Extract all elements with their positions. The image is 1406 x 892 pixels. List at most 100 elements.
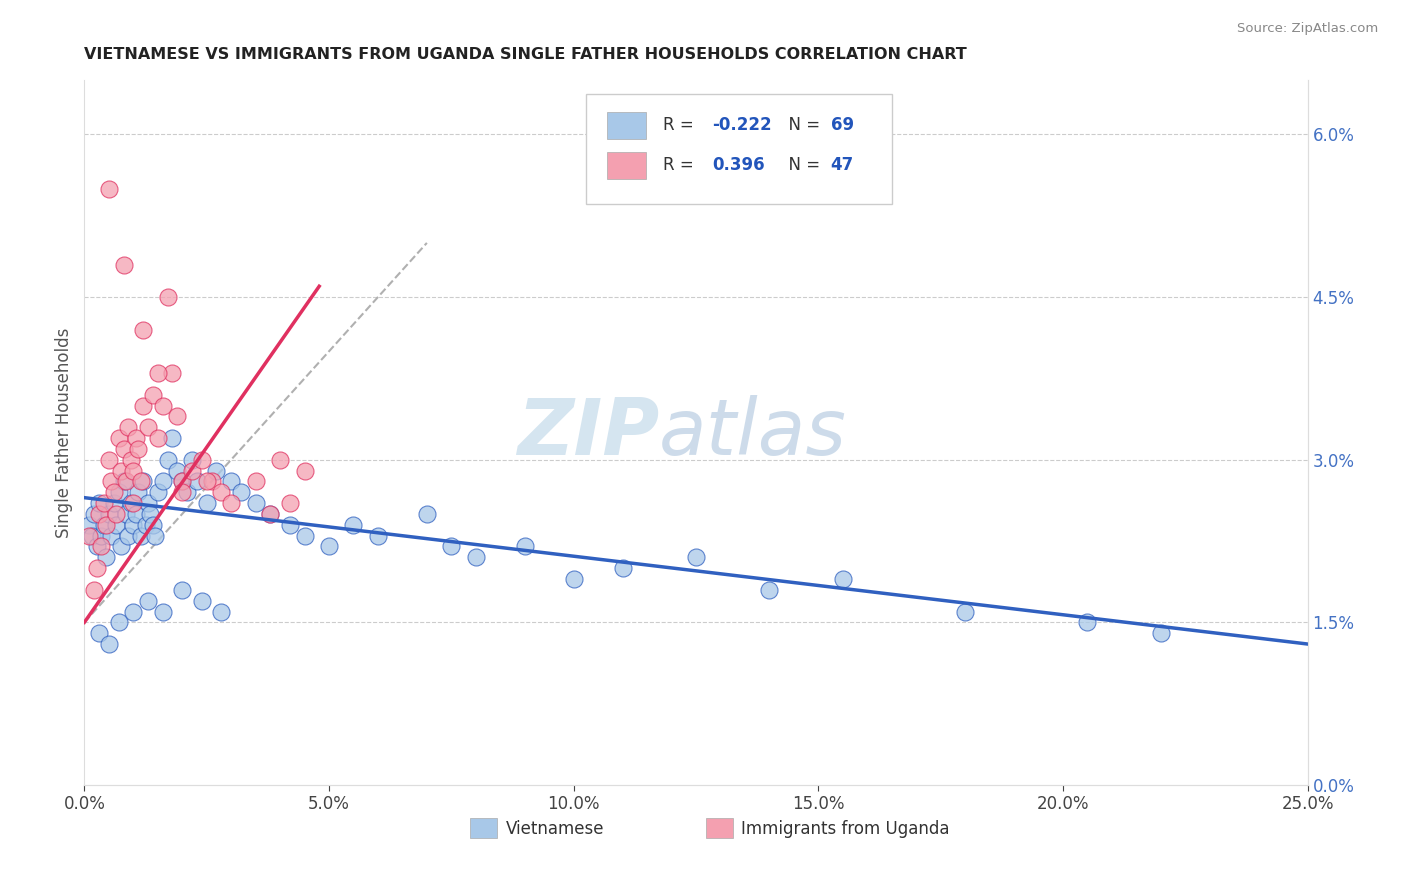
Point [136,593,159,607]
Point [77,528,100,542]
Point [80,528,103,542]
Point [758,582,780,597]
Point [83,507,105,521]
Point [831,572,853,586]
Point [191,593,214,607]
Point [120,496,142,510]
Point [612,561,634,575]
Point [77,517,100,532]
Point [143,528,166,542]
Point [219,475,242,489]
Text: 0.396: 0.396 [711,156,765,174]
Point [195,496,218,510]
Point [112,258,135,272]
Point [87,507,110,521]
Text: 47: 47 [831,156,853,174]
Text: Immigrants from Uganda: Immigrants from Uganda [741,820,949,838]
Point [83,582,105,597]
Y-axis label: Single Father Households: Single Father Households [55,327,73,538]
Point [318,540,340,554]
Text: Vietnamese: Vietnamese [506,820,605,838]
Point [181,452,204,467]
Point [90,540,112,554]
Point [294,464,316,478]
Point [122,517,145,532]
Point [139,507,162,521]
Point [125,507,148,521]
Text: N =: N = [778,116,825,134]
Point [953,605,976,619]
Point [1150,626,1173,640]
Point [86,561,108,575]
Point [245,496,267,510]
Point [278,496,301,510]
Point [229,485,252,500]
Point [186,475,208,489]
Point [103,496,125,510]
Point [107,485,129,500]
Point [105,517,128,532]
Point [103,485,125,500]
Text: atlas: atlas [659,394,848,471]
Point [90,528,112,542]
Point [127,485,149,500]
Point [96,517,118,532]
Point [122,496,145,510]
Point [513,540,536,554]
Point [195,475,218,489]
Text: N =: N = [778,156,825,174]
Point [135,517,157,532]
FancyBboxPatch shape [586,95,891,203]
Point [142,517,165,532]
Point [93,496,115,510]
Point [107,615,129,630]
Point [132,323,155,337]
Point [219,496,242,510]
Point [162,431,184,445]
Point [209,485,232,500]
Point [142,387,165,401]
Text: 69: 69 [831,116,853,134]
Text: R =: R = [664,116,699,134]
Point [122,464,145,478]
Point [132,475,155,489]
Point [152,605,174,619]
Point [96,550,118,565]
Point [464,550,486,565]
Point [100,528,122,542]
Point [294,528,316,542]
Point [117,528,139,542]
Point [278,517,301,532]
Bar [606,153,645,179]
Point [200,475,222,489]
Text: ZIP: ZIP [517,394,659,471]
Text: R =: R = [664,156,699,174]
Point [156,452,179,467]
Point [112,475,135,489]
Point [146,431,169,445]
Point [562,572,585,586]
Point [172,485,194,500]
Point [209,605,232,619]
Point [125,431,148,445]
Point [205,464,228,478]
Point [191,452,214,467]
Bar [470,818,496,838]
Point [166,409,188,424]
Point [136,420,159,434]
Text: Source: ZipAtlas.com: Source: ZipAtlas.com [1237,22,1378,36]
Point [269,452,291,467]
Point [259,507,281,521]
Point [416,507,439,521]
Point [440,540,463,554]
Point [152,475,174,489]
Point [86,540,108,554]
Point [259,507,281,521]
Point [127,442,149,456]
Point [146,485,169,500]
Point [122,605,145,619]
Point [120,452,142,467]
Point [117,420,139,434]
Point [181,464,204,478]
Point [132,399,155,413]
